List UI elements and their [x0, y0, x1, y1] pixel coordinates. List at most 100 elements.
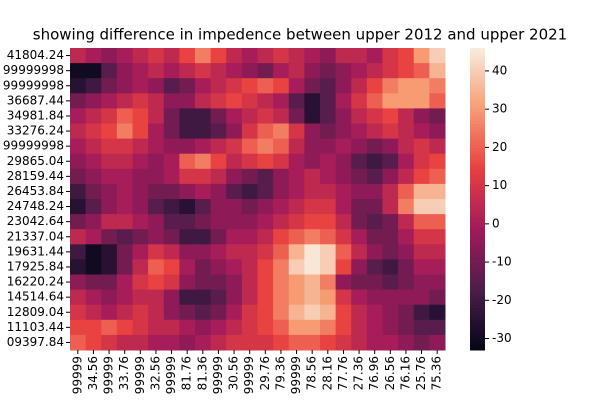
heatmap-cell: [288, 123, 305, 140]
heatmap-cell: [351, 78, 368, 94]
y-tick-label: 09397.84: [7, 335, 64, 349]
heatmap-cell: [195, 259, 212, 275]
heatmap-cell: [257, 289, 274, 306]
heatmap-cell: [148, 229, 165, 245]
heatmap-cell: [351, 108, 368, 124]
colorbar-segment: [470, 69, 485, 73]
heatmap-cell: [288, 78, 305, 94]
y-tick-label: 99999998: [3, 78, 64, 92]
colorbar-segment: [470, 75, 485, 79]
colorbar-segment: [470, 192, 485, 197]
colorbar-segment: [470, 286, 485, 291]
heatmap-cell: [366, 334, 383, 351]
heatmap-cell: [335, 108, 352, 124]
heatmap-cell: [257, 78, 274, 94]
colorbar-segment: [470, 334, 485, 339]
heatmap-cell: [85, 259, 102, 275]
heatmap-cell: [398, 304, 415, 321]
y-tick-label: 33276.24: [7, 124, 64, 138]
heatmap-cell: [320, 123, 337, 140]
heatmap-cell: [85, 289, 102, 306]
heatmap-cell: [241, 153, 258, 170]
heatmap-cell: [335, 289, 352, 306]
colorbar-segment: [470, 295, 485, 300]
heatmap-cell: [304, 289, 321, 306]
heatmap-cell: [273, 244, 290, 260]
y-tick-label: 24748.24: [7, 199, 64, 213]
colorbar-segment: [470, 105, 485, 109]
heatmap-cell: [273, 289, 290, 306]
colorbar-segment: [470, 126, 485, 131]
heatmap-cell: [429, 229, 446, 245]
heatmap-cell: [241, 244, 258, 260]
heatmap-cell: [116, 274, 133, 291]
colorbar-tick-label: -30: [492, 331, 512, 345]
heatmap-cell: [195, 304, 212, 321]
heatmap-cell: [304, 274, 321, 291]
colorbar-segment: [470, 177, 485, 182]
heatmap-cell: [273, 274, 290, 291]
heatmap-cell: [351, 138, 368, 155]
heatmap-cell: [257, 229, 274, 245]
heatmap-cell: [70, 78, 87, 94]
heatmap-cell: [382, 78, 399, 94]
heatmap-cell: [273, 229, 290, 245]
y-tick-label: 14514.64: [7, 290, 64, 304]
heatmap-cell: [413, 123, 430, 140]
heatmap-cell: [366, 319, 383, 336]
heatmap-cell: [366, 138, 383, 155]
heatmap-cell: [429, 334, 446, 351]
heatmap-cell: [382, 168, 399, 185]
colorbar-segment: [470, 90, 485, 94]
heatmap-cell: [210, 304, 227, 321]
colorbar-segment: [470, 54, 485, 58]
heatmap-cell: [179, 229, 196, 245]
heatmap-cell: [163, 48, 180, 64]
colorbar-segment: [470, 316, 485, 321]
heatmap-cell: [179, 153, 196, 170]
heatmap-cell: [429, 63, 446, 79]
heatmap-cell: [116, 153, 133, 170]
heatmap-cell: [382, 334, 399, 351]
heatmap-cell: [304, 63, 321, 79]
heatmap-cell: [226, 78, 243, 94]
x-tick-label: 99999: [289, 356, 303, 394]
heatmap-cell: [210, 138, 227, 155]
heatmap-cell: [288, 289, 305, 306]
heatmap-cell: [257, 199, 274, 215]
colorbar-segment: [470, 168, 485, 173]
heatmap-cell: [304, 48, 321, 64]
heatmap-cell: [132, 123, 149, 140]
heatmap-cell: [85, 108, 102, 124]
heatmap-cell: [413, 229, 430, 245]
heatmap-cell: [366, 304, 383, 321]
heatmap-cell: [132, 108, 149, 124]
heatmap-cell: [413, 214, 430, 230]
heatmap-cell: [226, 153, 243, 170]
heatmap-cell: [101, 78, 118, 94]
heatmap-cell: [85, 78, 102, 94]
heatmap-cell: [288, 93, 305, 109]
heatmap-cell: [210, 334, 227, 351]
heatmap-cell: [70, 153, 87, 170]
heatmap-cell: [382, 304, 399, 321]
heatmap-cell: [226, 319, 243, 336]
heatmap-cell: [210, 319, 227, 336]
colorbar-segment: [470, 340, 485, 345]
heatmap-cell: [241, 48, 258, 64]
heatmap-cell: [210, 289, 227, 306]
heatmap-cell: [101, 319, 118, 336]
x-tick-label: 76.16: [398, 356, 412, 390]
x-tick-label: 77.76: [336, 356, 350, 390]
heatmap-cell: [320, 259, 337, 275]
heatmap-cell: [210, 259, 227, 275]
heatmap-cell: [382, 48, 399, 64]
heatmap-cell: [195, 78, 212, 94]
heatmap-cell: [351, 183, 368, 200]
x-tick-label: 99999: [242, 356, 256, 394]
chart-title: showing difference in impedence between …: [33, 26, 567, 44]
heatmap-cell: [257, 334, 274, 351]
heatmap-cell: [304, 183, 321, 200]
heatmap-cell: [70, 108, 87, 124]
heatmap-cell: [148, 244, 165, 260]
